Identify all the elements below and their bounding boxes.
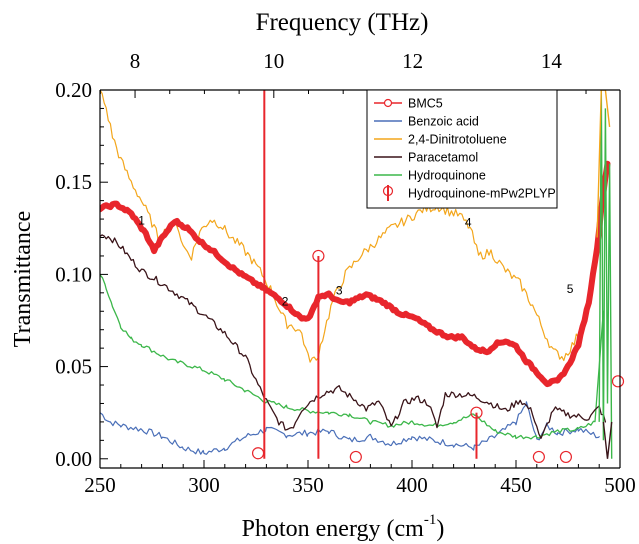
legend-label: Hydroquinone [408,169,486,183]
legend-item: 2,4-Dinitrotoluene [374,133,507,147]
x-tick-label: 500 [604,473,636,497]
stick-marker [611,375,625,388]
y-tick-label: 0.20 [55,78,92,102]
x-axis-label: Photon energy (cm-1) [242,512,445,542]
legend-box [366,89,558,209]
legend-item: Paracetamol [374,151,478,165]
x-tick-label: 250 [84,473,116,497]
x-tick-label: 350 [292,473,324,497]
legend-label: 2,4-Dinitrotoluene [408,133,507,147]
series-edge-spike [602,421,613,459]
stick-marker [470,406,483,419]
x-axis-label-main: Photon energy (cm [242,516,425,542]
y-tick-label: 0.05 [55,355,92,379]
top-tick-label: 14 [541,49,563,73]
legend-marker [382,185,394,197]
series-line-paracetamol [100,234,607,439]
stick-marker [532,450,545,464]
y-tick-label: 0.15 [55,170,92,194]
legend-label: Hydroquinone-mPw2PLYP [408,187,556,201]
stick-marker [312,249,325,263]
peak-label-4: 4 [465,215,472,229]
legend-item: Benzoic acid [374,115,479,129]
stick-marker [559,450,573,464]
top-tick-label: 8 [130,49,141,73]
legend-label: Paracetamol [408,151,478,165]
peak-label-2: 2 [282,295,289,309]
legend-item: Hydroquinone [374,169,486,183]
series-line-benzoic-acid [100,401,600,455]
axes-layer: 250 300 350 400 450 500 0.00 0.05 0.10 0.15 0.20 8 1… [55,49,636,497]
legend-label: Benzoic acid [408,115,479,129]
x-tick-label: 450 [500,473,532,497]
y-tick-label: 0.00 [55,447,92,471]
series-line-hydroquinone [100,274,605,440]
stick-layer [251,90,625,464]
series-edge-spike [596,90,611,238]
legend-marker [383,98,393,108]
y-tick-label: 0.10 [55,262,92,286]
x-axis-label-superscript: -1 [424,512,437,528]
legend-item: Hydroquinone-mPw2PLYP [382,185,556,201]
annotation-layer: 1 2 3 4 5 [138,214,573,309]
x-tick-label: 300 [188,473,220,497]
x-axis-label-close: ) [436,516,444,542]
series-layer [100,90,613,459]
legend: BMC5 Benzoic acid 2,4-Dinitrotoluene Parace… [366,89,558,209]
series-edge-spike [598,90,613,459]
legend-label: BMC5 [408,97,443,111]
series-line-2-4-dinitrotoluene [100,90,600,363]
x-tick-label: 400 [396,473,428,497]
series-line-bmc5 [100,160,611,388]
peak-label-1: 1 [138,214,145,228]
legend-item: BMC5 [374,97,443,111]
peak-label-3: 3 [336,284,343,298]
top-axis-label: Frequency (THz) [256,9,429,36]
top-tick-label: 10 [263,49,284,73]
stick-marker [349,450,362,464]
peak-label-5: 5 [567,282,574,296]
stick-marker [251,447,265,460]
y-axis-label: Transmittance [10,211,36,347]
top-tick-label: 12 [402,49,423,73]
